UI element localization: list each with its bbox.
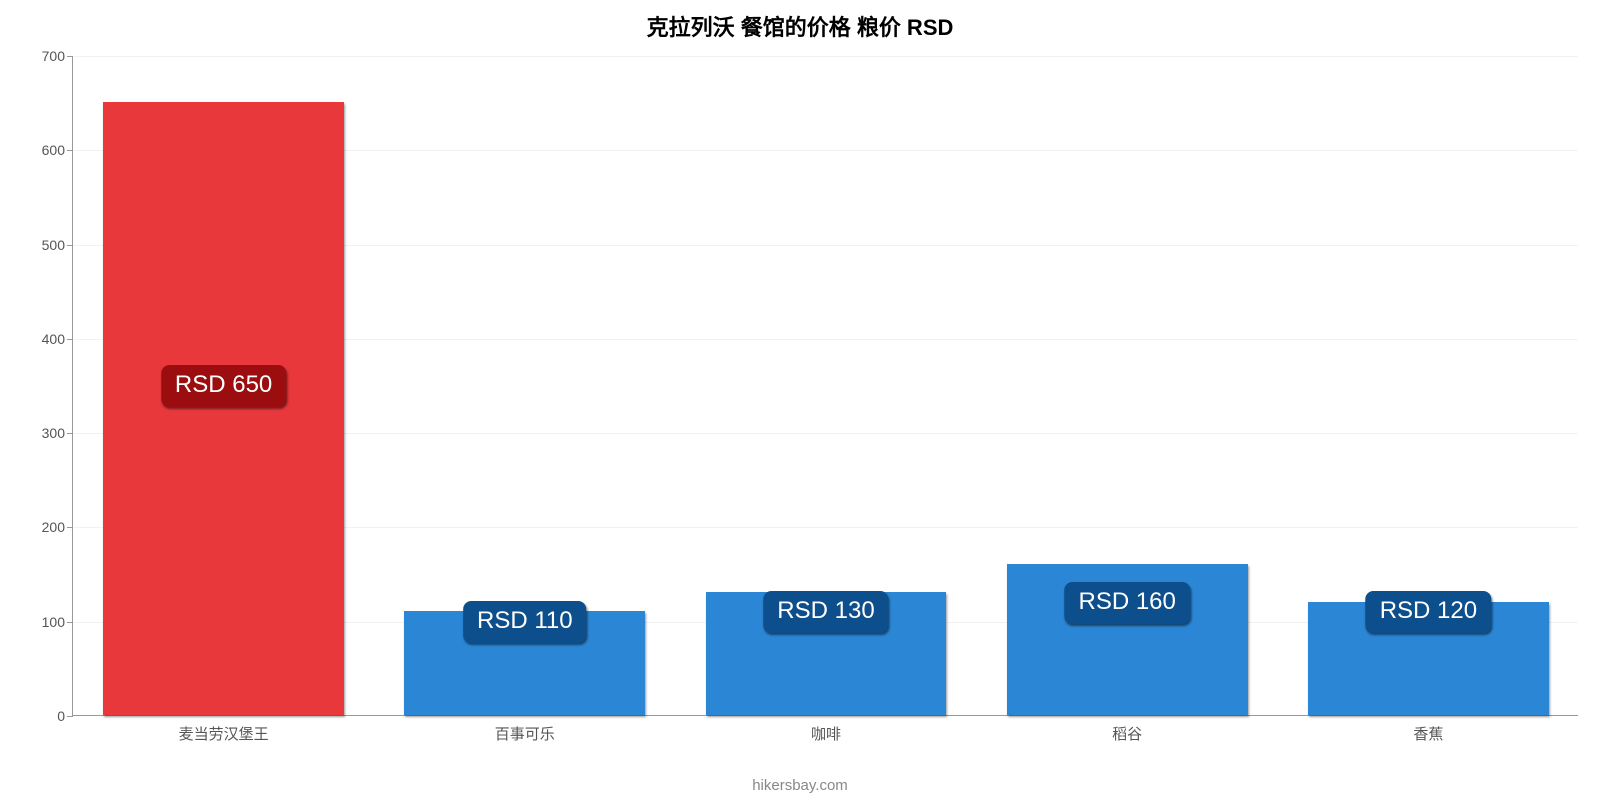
ytick-label: 600 [42, 142, 73, 158]
xtick-label: 百事可乐 [495, 715, 555, 744]
xtick-label: 麦当劳汉堡王 [179, 715, 269, 744]
chart-footnote: hikersbay.com [0, 777, 1600, 794]
value-badge: RSD 160 [1064, 582, 1189, 624]
plot-area: 0100200300400500600700麦当劳汉堡王RSD 650百事可乐R… [72, 56, 1578, 716]
value-badge: RSD 130 [763, 591, 888, 633]
xtick-label: 咖啡 [811, 715, 841, 744]
ytick-label: 0 [57, 708, 73, 724]
ytick-label: 500 [42, 237, 73, 253]
gridline [73, 56, 1578, 57]
ytick-label: 200 [42, 519, 73, 535]
ytick-label: 300 [42, 425, 73, 441]
xtick-label: 稻谷 [1112, 715, 1142, 744]
value-badge: RSD 110 [463, 601, 587, 643]
chart-title: 克拉列沃 餐馆的价格 粮价 RSD [0, 0, 1600, 42]
ytick-label: 400 [42, 331, 73, 347]
value-badge: RSD 120 [1366, 591, 1491, 633]
bar [103, 102, 344, 715]
ytick-label: 100 [42, 614, 73, 630]
ytick-label: 700 [42, 48, 73, 64]
value-badge: RSD 650 [161, 365, 286, 407]
xtick-label: 香蕉 [1413, 715, 1443, 744]
